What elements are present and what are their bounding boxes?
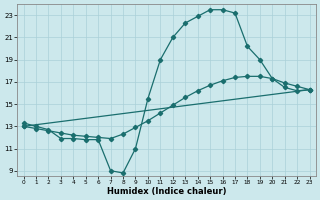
X-axis label: Humidex (Indice chaleur): Humidex (Indice chaleur) (107, 187, 226, 196)
